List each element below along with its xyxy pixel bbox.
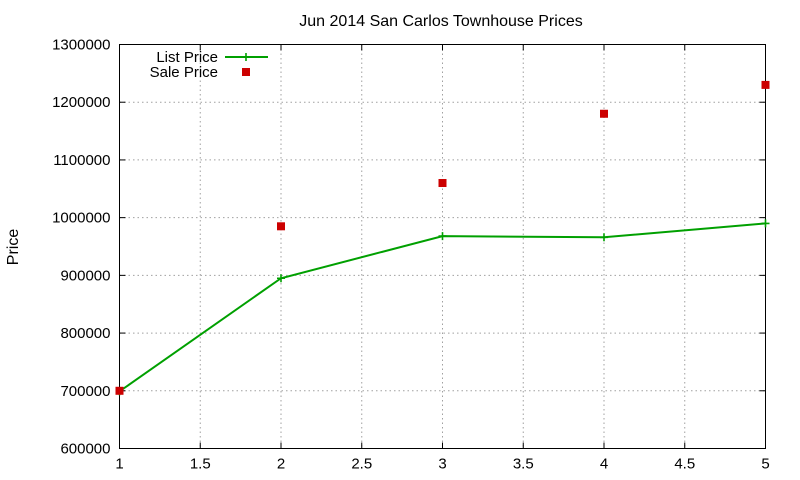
legend-marker-list-price <box>242 53 250 61</box>
data-point-plus <box>438 232 447 241</box>
y-tick-label: 1100000 <box>53 152 110 169</box>
series-line <box>118 222 766 393</box>
data-point-square <box>761 80 770 89</box>
data-point-square <box>600 109 608 118</box>
x-tick-label: 5 <box>761 456 769 473</box>
y-tick-label: 800000 <box>60 325 110 342</box>
x-tick-label: 1 <box>115 456 123 473</box>
x-tick-label: 1.5 <box>190 456 211 473</box>
x-tick-label: 4 <box>600 456 608 473</box>
data-point-plus <box>761 219 770 228</box>
y-tick-label: 1200000 <box>52 94 110 111</box>
x-tick-label: 3 <box>438 456 446 473</box>
data-point-plus <box>600 233 608 242</box>
y-axis: 600000 700000 800000 900000 1000000 1100000 12… <box>52 37 766 458</box>
data-point-square <box>277 222 285 231</box>
x-tick-label: 3.5 <box>513 456 534 473</box>
series <box>115 80 770 396</box>
y-tick-label: 600000 <box>60 441 110 458</box>
legend-label-sale-price: Sale Price <box>150 64 218 81</box>
data-point-square <box>115 386 124 395</box>
y-tick-label: 900000 <box>60 267 110 284</box>
x-tick-label: 4.5 <box>674 456 695 473</box>
x-tick-label: 2 <box>277 456 285 473</box>
legend-label-list-price: List Price <box>156 49 218 66</box>
y-tick-label: 1300000 <box>52 37 110 54</box>
data-point-plus <box>277 274 285 283</box>
x-axis: 1 1.5 2 2.5 3 3.5 4 4.5 5 <box>115 44 770 473</box>
series-2 <box>115 80 770 395</box>
data-point-square <box>438 179 447 188</box>
x-tick-label: 2.5 <box>351 456 372 473</box>
y-axis-label: Price <box>5 229 22 266</box>
legend-marker-sale-price <box>242 68 250 76</box>
grid <box>119 44 766 449</box>
y-tick-label: 700000 <box>60 383 110 400</box>
y-tick-label: 1000000 <box>52 210 110 227</box>
chart-title: Jun 2014 San Carlos Townhouse Prices <box>299 13 582 30</box>
